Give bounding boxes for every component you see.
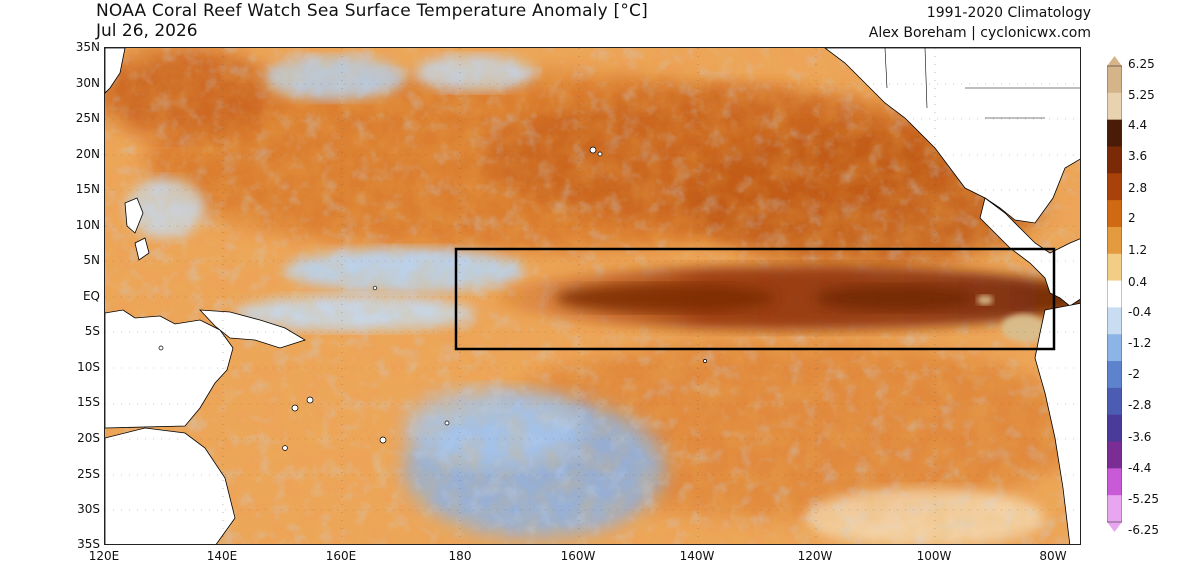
lon-label: 140E: [206, 549, 238, 563]
colorbar-min-arrow: [1107, 522, 1122, 532]
equatorial-warm-tongue: [495, 266, 1080, 330]
colorbar-label: -1.2: [1128, 336, 1152, 350]
map-title: NOAA Coral Reef Watch Sea Surface Temper…: [96, 1, 648, 21]
political-boundaries: [884, 48, 1080, 119]
colorbar-segment: [1107, 387, 1122, 416]
lon-label: 180: [448, 549, 472, 563]
extreme-anomaly-galapagos: [977, 295, 993, 305]
lon-label: 120E: [88, 549, 120, 563]
colorbar-label: 1.2: [1128, 243, 1148, 257]
lat-label: 5S: [84, 324, 100, 338]
pacific-islands: [158, 146, 707, 451]
colorbar-label: 2.8: [1128, 181, 1148, 195]
colorbar-segments: [1107, 66, 1122, 523]
lon-label: 140W: [679, 549, 715, 563]
colorbar-segment: [1107, 226, 1122, 255]
colorbar-label: -2: [1128, 367, 1140, 381]
philippines-landmass: [124, 197, 150, 261]
lat-label: 30N: [75, 76, 100, 90]
colorbar-label: 5.25: [1128, 88, 1155, 102]
sst-anomaly-map: [104, 47, 1081, 545]
lat-label: 10S: [77, 360, 100, 374]
colorbar-segment: [1107, 280, 1122, 308]
colorbar-segment: [1107, 92, 1122, 121]
warm-core-central: [555, 284, 775, 312]
colorbar-label: 6.25: [1128, 57, 1155, 71]
lat-label: 25S: [77, 467, 100, 481]
colorbar-segment: [1107, 119, 1122, 147]
colorbar-segment: [1107, 66, 1122, 94]
south-america-landmass: [1034, 302, 1080, 544]
north-america-landmass: [824, 48, 1080, 224]
lon-label: 100W: [916, 549, 952, 563]
lon-label: 120W: [797, 549, 833, 563]
lat-label: 5N: [83, 253, 100, 267]
credit-label: Alex Boreham | cyclonicwx.com: [868, 25, 1091, 41]
lat-label: 20S: [77, 431, 100, 445]
colorbar-segment: [1107, 146, 1122, 174]
lat-label: 15N: [75, 182, 100, 196]
lat-label: 20N: [75, 147, 100, 161]
colorbar-segment: [1107, 200, 1122, 228]
climatology-label: 1991-2020 Climatology: [926, 5, 1091, 21]
map-canvas: [105, 48, 1080, 544]
australia-landmass: [105, 427, 236, 544]
lon-label: 160E: [325, 549, 357, 563]
colorbar-label: 4.4: [1128, 118, 1148, 132]
lat-label: 10N: [75, 218, 100, 232]
colorbar-label: 0.4: [1128, 275, 1148, 289]
lat-label: 30S: [77, 502, 100, 516]
colorbar-label: -4.4: [1128, 461, 1152, 475]
lat-label: EQ: [82, 289, 100, 303]
colorbar-label: -6.25: [1128, 523, 1160, 537]
indonesia-landmass: [105, 309, 234, 429]
colorbar-segment: [1107, 468, 1122, 496]
colorbar-outline: [1107, 65, 1122, 523]
colorbar-label: -2.8: [1128, 398, 1152, 412]
lat-label: 25N: [75, 111, 100, 125]
map-date: Jul 26, 2026: [96, 21, 198, 41]
nino-region-box: [454, 247, 1056, 351]
colorbar-label: -5.25: [1128, 492, 1160, 506]
extreme-anomaly-peru: [1001, 314, 1045, 342]
colorbar-max-arrow: [1107, 56, 1122, 66]
lon-label: 80W: [1039, 549, 1067, 563]
lat-label: 35N: [75, 40, 100, 54]
colorbar-segment: [1107, 307, 1122, 335]
colorbar-label: 2: [1128, 211, 1136, 225]
colorbar-segment: [1107, 361, 1122, 389]
asia-landmass: [105, 48, 126, 94]
lon-label: 160W: [560, 549, 596, 563]
new-guinea-landmass: [199, 309, 306, 349]
lat-label: 15S: [77, 395, 100, 409]
colorbar-label: -0.4: [1128, 305, 1152, 319]
lat-label: 35S: [77, 537, 100, 551]
graticule: [105, 48, 1080, 544]
colorbar-segment: [1107, 253, 1122, 282]
colorbar-segment: [1107, 334, 1122, 362]
colorbar-segment: [1107, 173, 1122, 201]
warm-core-east: [815, 285, 975, 311]
colorbar-label: 3.6: [1128, 149, 1148, 163]
colorbar: [1107, 56, 1122, 532]
colorbar-segment: [1107, 441, 1122, 469]
colorbar-segment: [1107, 414, 1122, 443]
colorbar-segment: [1107, 495, 1122, 523]
colorbar-label: -3.6: [1128, 430, 1152, 444]
